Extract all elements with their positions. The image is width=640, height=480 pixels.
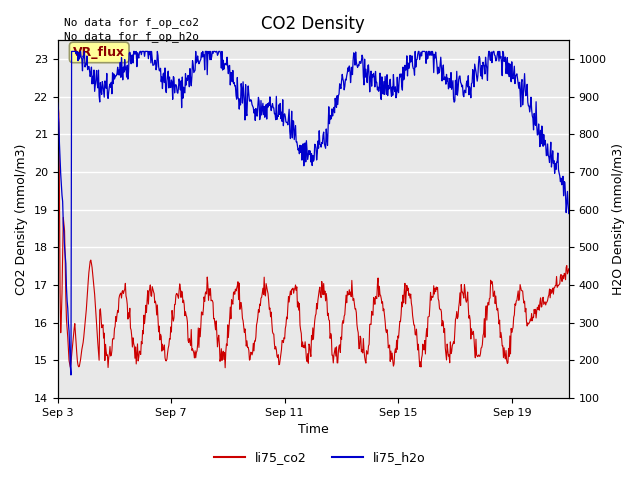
Y-axis label: H2O Density (mmol/m3): H2O Density (mmol/m3): [612, 143, 625, 295]
Y-axis label: CO2 Density (mmol/m3): CO2 Density (mmol/m3): [15, 144, 28, 295]
X-axis label: Time: Time: [298, 423, 328, 436]
Text: No data for f_op_h2o: No data for f_op_h2o: [64, 31, 199, 42]
Text: VR_flux: VR_flux: [73, 46, 125, 59]
Text: No data for f_op_co2: No data for f_op_co2: [64, 17, 199, 28]
Legend: li75_co2, li75_h2o: li75_co2, li75_h2o: [209, 446, 431, 469]
Title: CO2 Density: CO2 Density: [261, 15, 365, 33]
